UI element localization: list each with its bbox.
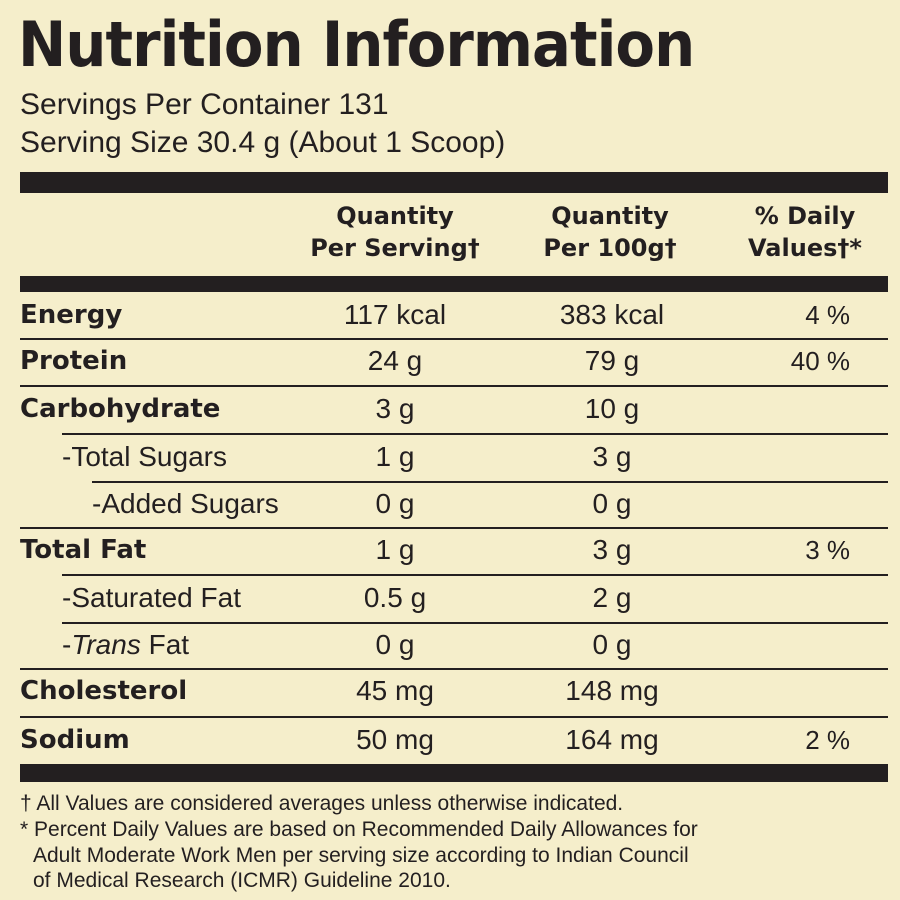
per-serving: 1 g: [375, 441, 415, 472]
per-100g: 3 g: [592, 534, 632, 565]
per-serving: 3 g: [375, 393, 415, 424]
row-rule: [62, 574, 888, 576]
thick-rule: [20, 276, 888, 292]
column-header-line: Quantity: [551, 202, 669, 230]
row-label: Energy: [20, 300, 123, 330]
per-serving: 0 g: [375, 488, 415, 519]
row-rule: [20, 527, 888, 529]
per-100g: 2 g: [592, 582, 632, 613]
per-serving: 0 g: [375, 629, 415, 660]
column-header-line: Quantity: [336, 202, 454, 230]
row-label: Carbohydrate: [20, 394, 221, 424]
per-serving: 117 kcal: [343, 299, 447, 330]
per-serving: 0.5 g: [363, 582, 427, 613]
per-100g: 3 g: [592, 441, 632, 472]
label-text: Fat: [140, 629, 190, 660]
servings-per-container: Servings Per Container 131: [20, 88, 389, 121]
per-serving: 50 mg: [356, 724, 434, 755]
column-header: Quantity Per Serving†: [270, 200, 520, 264]
per-100g: 383 kcal: [559, 299, 665, 330]
column-header-line: Per Serving†: [310, 234, 480, 262]
label-text: -: [62, 629, 72, 660]
serving-size: Serving Size 30.4 g (About 1 Scoop): [20, 126, 506, 159]
column-header-line: Values†*: [748, 234, 862, 262]
row-rule: [62, 621, 888, 624]
per-100g: 79 g: [584, 345, 640, 376]
per-serving: 24 g: [367, 345, 423, 376]
daily-value: 2 %: [805, 725, 850, 755]
row-label: Protein: [20, 346, 128, 376]
row-rule: [92, 480, 888, 483]
thick-rule: [20, 764, 888, 782]
column-header: % Daily Values†*: [725, 200, 885, 264]
column-header-line: Per 100g†: [543, 234, 677, 262]
per-serving: 45 mg: [356, 675, 434, 706]
per-100g: 164 mg: [565, 724, 659, 755]
row-label: Cholesterol: [20, 676, 188, 706]
row-label: Total Fat: [20, 535, 147, 565]
daily-value: 3 %: [805, 535, 850, 565]
thick-rule: [20, 172, 888, 193]
per-serving: 1 g: [375, 534, 415, 565]
label-italic: Trans: [71, 629, 141, 660]
column-header: Quantity Per 100g†: [510, 200, 710, 264]
row-label: -Added Sugars: [92, 488, 279, 519]
footnote: * Percent Daily Values are based on Reco…: [20, 818, 698, 841]
per-100g: 148 mg: [565, 675, 659, 706]
footnote: of Medical Research (ICMR) Guideline 201…: [33, 869, 451, 892]
row-label: -Total Sugars: [62, 441, 227, 472]
title: Nutrition Information: [18, 8, 695, 81]
footnote: † All Values are considered averages unl…: [20, 792, 624, 815]
row-label: Sodium: [20, 725, 130, 755]
per-100g: 0 g: [592, 629, 632, 660]
daily-value: 40 %: [790, 346, 850, 376]
row-rule: [62, 433, 888, 435]
row-rule: [20, 338, 888, 340]
daily-value: 4 %: [805, 300, 850, 330]
row-label: -Trans Fat: [62, 628, 189, 662]
per-100g: 10 g: [584, 393, 640, 424]
row-rule: [20, 385, 888, 387]
per-100g: 0 g: [592, 488, 632, 519]
row-rule: [20, 715, 888, 718]
row-rule: [20, 668, 888, 670]
footnote: Adult Moderate Work Men per serving size…: [33, 844, 689, 867]
column-header-line: % Daily: [754, 202, 856, 230]
row-label: -Saturated Fat: [62, 582, 241, 613]
